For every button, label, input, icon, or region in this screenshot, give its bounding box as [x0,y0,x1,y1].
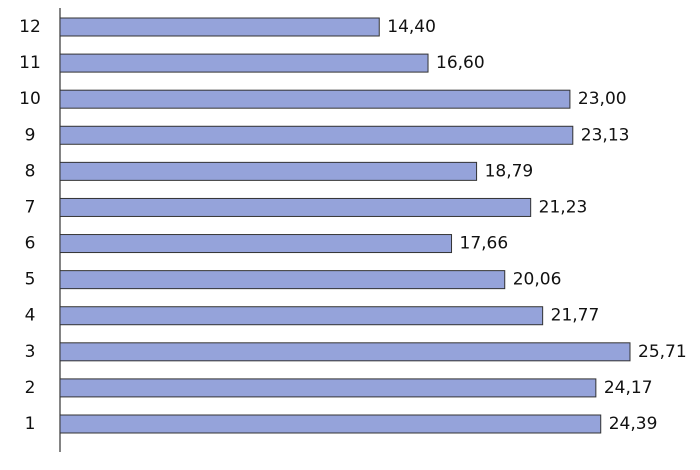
data-label: 23,00 [578,89,627,109]
data-label: 24,39 [609,414,658,434]
bar [59,125,574,145]
bar [59,234,453,254]
y-tick-label: 11 [19,53,41,73]
y-tick-label: 3 [25,342,36,362]
y-tick-label: 8 [25,161,36,181]
bar [59,342,631,362]
bar [59,17,380,37]
y-tick-label: 6 [25,234,36,254]
data-label: 25,71 [638,342,687,362]
bar [59,270,506,290]
y-tick-label: 12 [19,17,41,37]
data-label: 20,06 [513,270,562,290]
y-tick-label: 10 [19,89,41,109]
data-label: 23,13 [581,125,630,145]
bar [59,378,597,398]
data-label: 14,40 [387,17,436,37]
data-label: 16,60 [436,53,485,73]
bar [59,161,478,181]
bar [59,414,602,434]
y-tick-label: 4 [25,306,36,326]
bar [59,53,429,73]
y-tick-label: 1 [25,414,36,434]
y-tick-label: 5 [25,270,36,290]
data-label: 24,17 [604,378,653,398]
data-label: 17,66 [460,234,509,254]
bar [59,306,544,326]
data-label: 21,23 [539,197,588,217]
bar [59,197,532,217]
bar [59,89,571,109]
y-tick-label: 7 [25,197,36,217]
y-tick-label: 9 [25,125,36,145]
data-label: 21,77 [551,306,600,326]
data-label: 18,79 [485,161,534,181]
y-tick-label: 2 [25,378,36,398]
